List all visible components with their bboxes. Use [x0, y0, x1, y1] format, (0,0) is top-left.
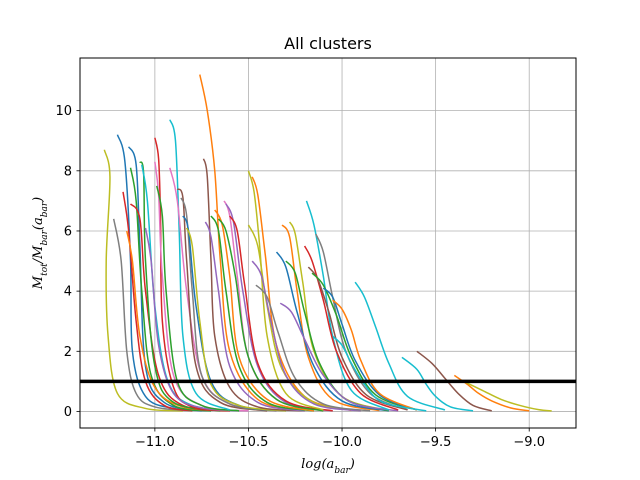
x-tick-label: −10.5 [229, 435, 269, 450]
x-label-sub: bar [334, 466, 350, 476]
series-line-14 [156, 185, 240, 412]
series-line-11 [154, 137, 230, 412]
series-line-51 [453, 374, 530, 412]
series-line-34 [255, 284, 371, 412]
series-line-2 [112, 218, 193, 412]
y-label-mid: /M [31, 245, 46, 265]
series-line-1 [103, 149, 183, 412]
series-line-41 [303, 245, 399, 411]
y-axis-label: Mtot/Mbar(abar) [31, 197, 50, 290]
x-tick-label: −9.0 [513, 435, 545, 450]
y-tick-label: 4 [64, 285, 72, 300]
series-line-17 [176, 188, 268, 412]
x-tick-label: −9.5 [420, 435, 452, 450]
y-label-sub1: tot [40, 263, 50, 276]
series-line-12 [144, 227, 249, 412]
y-tick-label: 0 [64, 405, 72, 420]
y-label-sub2: bar [40, 229, 50, 245]
y-label-sub3: bar [40, 201, 50, 217]
series-line-32 [247, 224, 361, 412]
series-line-44 [311, 272, 418, 411]
series-line-39 [279, 302, 399, 412]
series-line-7 [126, 230, 230, 412]
x-tick-label: −11.0 [135, 435, 175, 450]
axis-ticks: −11.0 −10.5 −10.0 −9.5 −9.0 0 2 4 6 8 10 [55, 104, 545, 450]
series-line-35 [281, 224, 380, 412]
x-label-close: ) [349, 457, 355, 472]
series-lines [103, 74, 552, 412]
y-label-m1: M [31, 275, 46, 290]
x-label-main: log(a [301, 457, 334, 472]
series-line-20 [185, 227, 286, 412]
y-tick-label: 10 [55, 104, 72, 119]
series-line-5 [127, 146, 202, 412]
series-line-50 [416, 350, 492, 412]
y-tick-label: 2 [64, 345, 72, 360]
series-line-33 [251, 260, 361, 412]
series-line-4 [122, 191, 193, 412]
series-line-21 [199, 74, 305, 412]
grid-lines [80, 58, 576, 428]
series-line-15 [169, 119, 231, 411]
series-line-18 [180, 197, 277, 412]
series-line-49 [401, 356, 474, 412]
chart-title: All clusters [284, 34, 372, 53]
plot-frame [79, 57, 577, 429]
series-line-46 [332, 299, 418, 411]
series-line-48 [332, 335, 427, 412]
series-line-28 [229, 215, 333, 412]
x-tick-label: −10.0 [322, 435, 362, 450]
y-tick-label: 6 [64, 224, 72, 239]
y-label-arg: (a [31, 217, 46, 230]
series-line-29 [217, 218, 324, 412]
series-line-52 [463, 380, 552, 412]
series-line-45 [322, 287, 418, 411]
x-axis-label: log(abar) [301, 457, 355, 476]
series-line-47 [354, 281, 446, 411]
y-tick-label: 8 [64, 164, 72, 179]
series-line-22 [202, 158, 305, 412]
series-line-23 [204, 221, 305, 412]
series-line-24 [210, 215, 315, 412]
y-label-close: ) [31, 197, 46, 203]
series-line-6 [129, 167, 212, 412]
